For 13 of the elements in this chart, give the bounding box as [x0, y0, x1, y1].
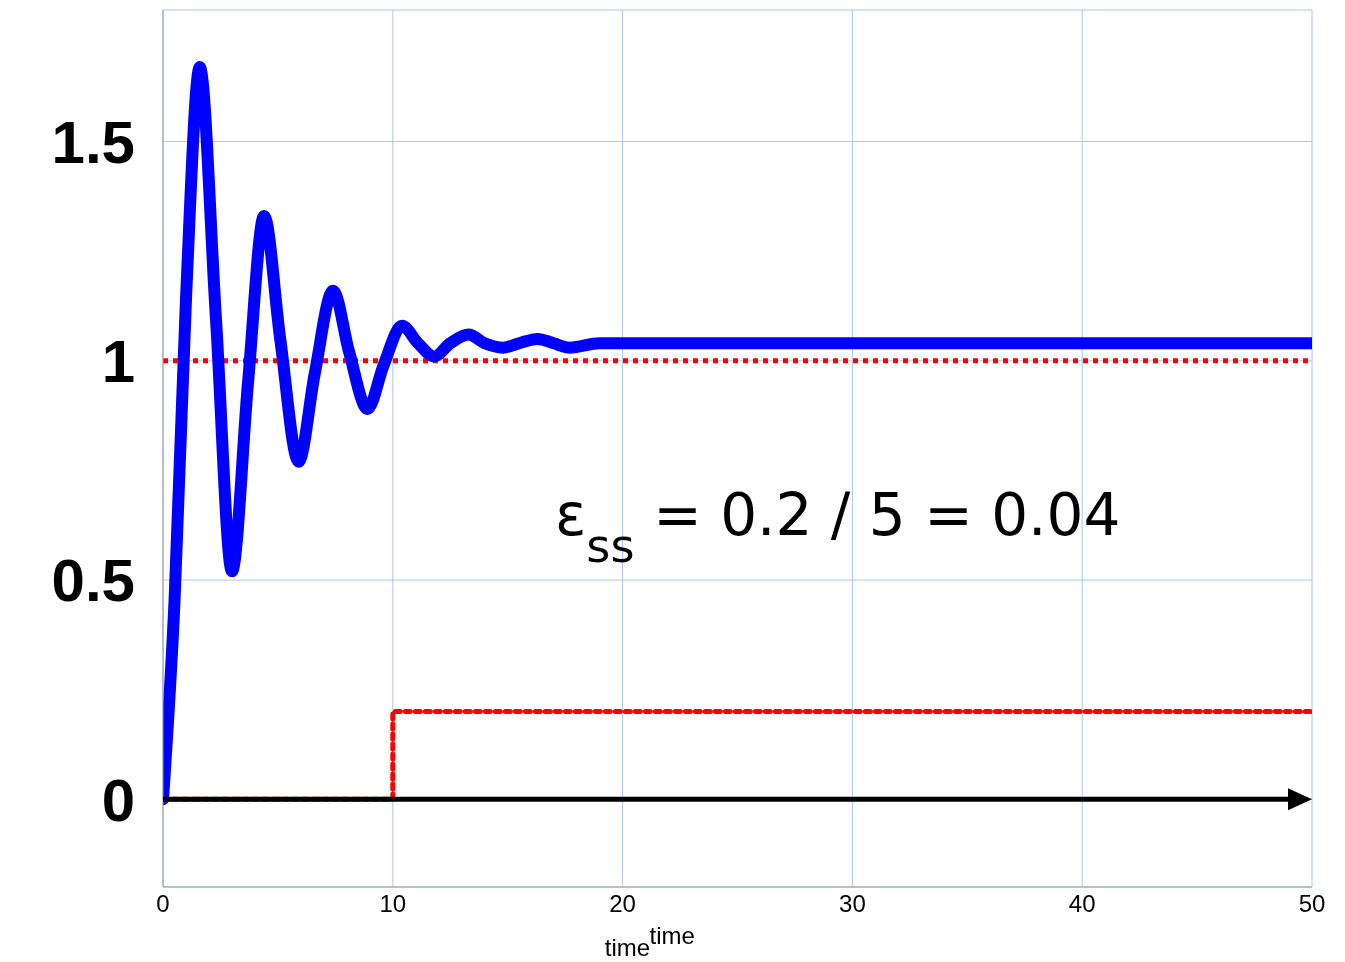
x-axis-title: time: [604, 934, 651, 961]
y-tick-label: 1: [101, 328, 135, 396]
x-tick-label: 50: [1298, 890, 1326, 918]
text: time: [649, 922, 695, 949]
y-tick-label: 0: [101, 766, 135, 834]
y-tick-label: 0.5: [51, 547, 135, 615]
annotation: ε$_{ss}$ = 0.2 / 5 = 0.04: [555, 481, 1121, 573]
x-tick-label: 40: [1068, 890, 1096, 918]
x-tick-label: 10: [379, 890, 407, 918]
y-tick-label: 1.5: [51, 108, 135, 176]
x-tick-label: 0: [156, 890, 170, 918]
x-tick-label: 30: [839, 890, 866, 918]
x-tick-label: 20: [609, 890, 636, 918]
